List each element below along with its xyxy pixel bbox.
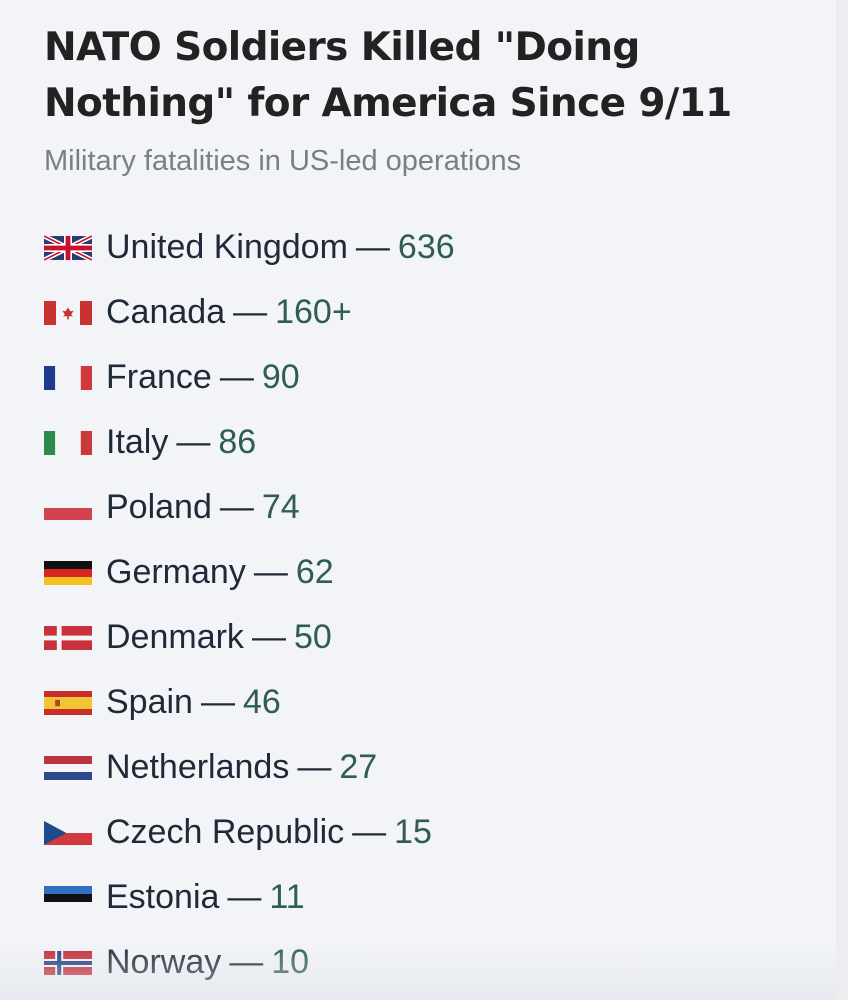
list-item: Denmark — 50 <box>44 605 836 670</box>
fatality-count: 86 <box>218 423 257 461</box>
separator-dash: — <box>233 293 268 331</box>
netherlands-flag-icon <box>44 755 92 780</box>
fatality-count: 62 <box>295 553 334 591</box>
uk-flag-icon <box>44 234 92 261</box>
country-name: France <box>106 358 212 396</box>
fatality-count: 160+ <box>275 293 352 331</box>
fatality-count: 27 <box>339 748 378 786</box>
page-subtitle: Military fatalities in US-led operations <box>44 145 522 177</box>
country-name: Italy <box>106 423 169 461</box>
separator-dash: — <box>355 228 390 266</box>
fatality-count: 10 <box>271 943 310 981</box>
fatalities-list: United Kingdom — 636 Canada — 160+ Franc… <box>44 215 836 995</box>
fatality-count: 11 <box>269 878 305 916</box>
separator-dash: — <box>219 488 254 526</box>
country-name: Spain <box>106 683 193 721</box>
germany-flag-icon <box>44 560 92 585</box>
country-name: Estonia <box>106 878 220 916</box>
separator-dash: — <box>251 618 286 656</box>
list-item: Netherlands — 27 <box>44 735 836 800</box>
france-flag-icon <box>44 365 92 390</box>
italy-flag-icon <box>44 430 92 455</box>
separator-dash: — <box>253 553 288 591</box>
list-item: Czech Republic — 15 <box>44 800 836 865</box>
separator-dash: — <box>227 878 262 916</box>
list-item: Estonia — 11 <box>44 865 836 930</box>
fatality-count: 636 <box>397 228 455 266</box>
country-name: Czech Republic <box>106 813 345 851</box>
separator-dash: — <box>229 943 264 981</box>
list-item: Spain — 46 <box>44 670 836 735</box>
separator-dash: — <box>219 358 254 396</box>
spain-flag-icon <box>44 690 92 715</box>
separator-dash: — <box>297 748 332 786</box>
fatality-count: 46 <box>242 683 281 721</box>
country-name: Netherlands <box>106 748 290 786</box>
separator-dash: — <box>352 813 387 851</box>
poland-flag-icon <box>44 495 92 520</box>
list-item: Germany — 62 <box>44 540 836 605</box>
list-item: Poland — 74 <box>44 475 836 540</box>
list-item: Norway — 10 <box>44 930 836 995</box>
denmark-flag-icon <box>44 625 92 650</box>
separator-dash: — <box>176 423 211 461</box>
estonia-flag-icon <box>44 885 92 910</box>
fatality-count: 50 <box>293 618 332 656</box>
country-name: Norway <box>106 943 222 981</box>
list-item: United Kingdom — 636 <box>44 215 836 280</box>
list-item: Italy — 86 <box>44 410 836 475</box>
country-name: Germany <box>106 553 246 591</box>
country-name: United Kingdom <box>106 228 348 266</box>
fatality-count: 90 <box>261 358 300 396</box>
list-item: Canada — 160+ <box>44 280 836 345</box>
fatality-count: 74 <box>261 488 300 526</box>
canada-flag-icon <box>44 300 92 325</box>
list-item: France — 90 <box>44 345 836 410</box>
country-name: Denmark <box>106 618 244 656</box>
fatality-count: 15 <box>394 813 432 851</box>
page-title: NATO Soldiers Killed "Doing Nothing" for… <box>44 25 732 126</box>
country-name: Poland <box>106 488 212 526</box>
norway-flag-icon <box>44 950 92 975</box>
czech-republic-flag-icon <box>44 820 92 845</box>
separator-dash: — <box>200 683 235 721</box>
country-name: Canada <box>106 293 226 331</box>
